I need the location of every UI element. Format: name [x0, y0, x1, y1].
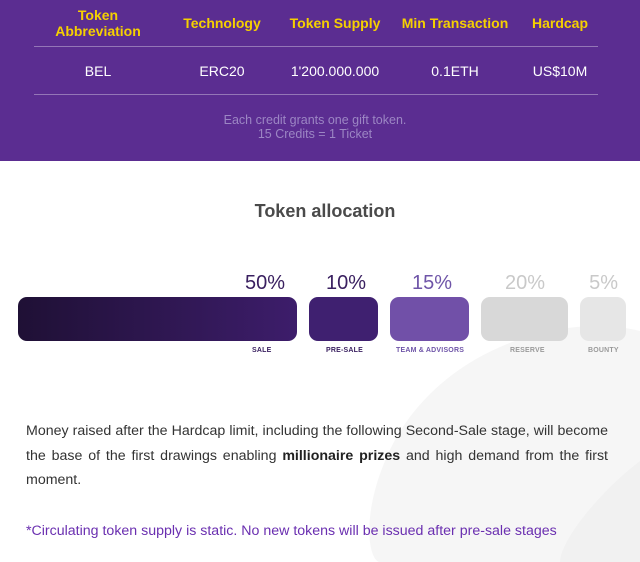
header-hardcap: Hardcap	[531, 15, 589, 31]
reserve-label: RESERVE	[510, 347, 545, 354]
paragraph-text-before: Money raised after the Hardcap limit, in…	[26, 423, 608, 464]
pre-sale-label: PRE-SALE	[326, 347, 363, 354]
paragraph-bold-text: millionaire prizes	[282, 447, 401, 464]
reserve-percent: 20%	[504, 272, 545, 294]
value-hardcap: US$10M	[532, 62, 588, 79]
header-token-supply: Token Supply	[289, 15, 381, 31]
sale-bar	[18, 297, 297, 341]
value-technology: ERC20	[199, 62, 245, 79]
credit-note: Each credit grants one gift token. 15 Cr…	[0, 113, 630, 141]
team-advisors-label: TEAM & ADVISORS	[396, 347, 465, 354]
bounty-label: BOUNTY	[588, 347, 619, 354]
supply-footnote: *Circulating token supply is static. No …	[26, 523, 557, 539]
credit-note-line-1: Each credit grants one gift token.	[223, 113, 407, 127]
paragraph-text-after: and high demand from the first moment.	[26, 447, 608, 489]
pre-sale-percent: 10%	[325, 272, 366, 294]
header-min-transaction: Min Transaction	[401, 15, 509, 31]
value-token-supply: 1'200.000.000	[290, 62, 380, 79]
team-advisors-percent: 15%	[411, 272, 452, 294]
allocation-title: Token allocation	[254, 201, 396, 221]
credit-note-line-2: 15 Credits = 1 Ticket	[257, 127, 373, 141]
bounty-bar	[580, 297, 626, 341]
reserve-bar	[481, 297, 568, 341]
team-advisors-bar	[390, 297, 469, 341]
token-table-header-row: Token Abbreviation Technology Token Supp…	[34, 0, 598, 47]
header-technology: Technology	[183, 15, 261, 31]
token-info-banner: Token Abbreviation Technology Token Supp…	[0, 0, 640, 161]
value-token-abbreviation: BEL	[84, 62, 112, 79]
token-table: Token Abbreviation Technology Token Supp…	[34, 0, 598, 95]
background-petal-decoration	[369, 326, 640, 562]
hardcap-paragraph: Money raised after the Hardcap limit, in…	[26, 419, 608, 493]
header-token-abbreviation: Token Abbreviation	[55, 7, 141, 39]
value-min-transaction: 0.1ETH	[431, 62, 479, 79]
sale-percent: 50%	[244, 272, 285, 294]
pre-sale-bar	[309, 297, 378, 341]
bounty-percent: 5%	[589, 272, 618, 294]
token-table-value-row: BEL ERC20 1'200.000.000 0.1ETH US$10M	[34, 47, 598, 95]
sale-label: SALE	[252, 347, 272, 354]
